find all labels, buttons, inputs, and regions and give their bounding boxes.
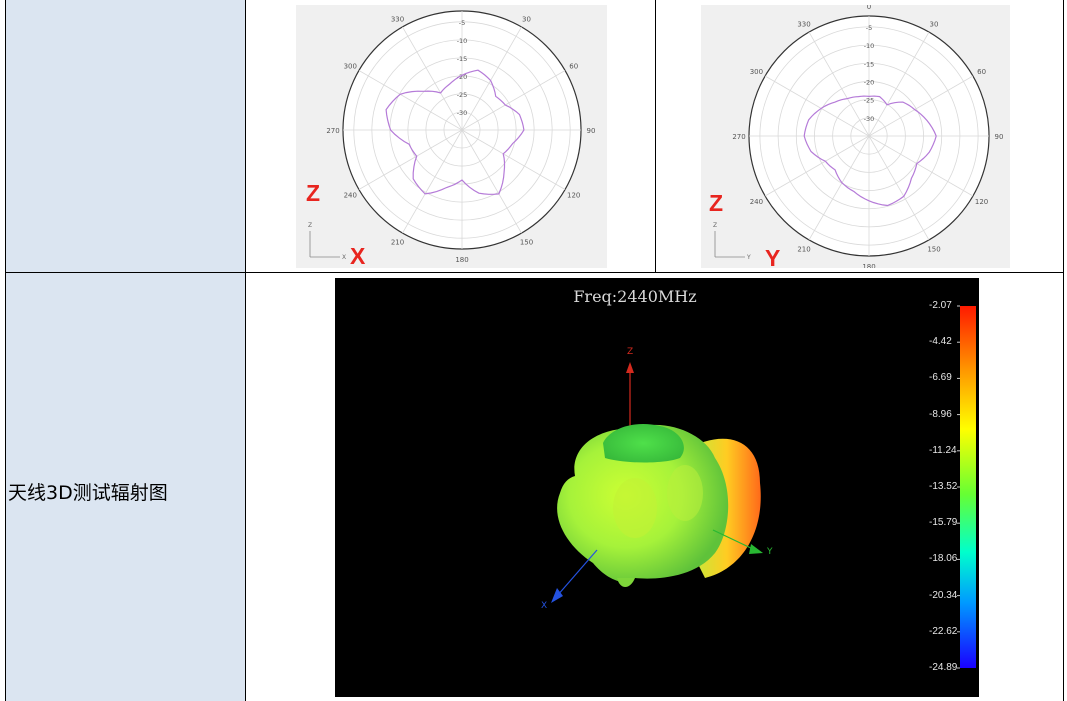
small-axis-v-label: Z bbox=[713, 222, 717, 229]
axis-label-z: Z bbox=[306, 180, 321, 206]
colorbar-tick-label: -11.24 bbox=[929, 444, 957, 456]
polar-angle-label: 300 bbox=[750, 68, 763, 76]
polar-radial-label: -30 bbox=[457, 109, 468, 117]
polar-angle-label: 150 bbox=[520, 239, 533, 247]
polar-trace bbox=[385, 69, 525, 195]
polar-trace bbox=[803, 95, 937, 207]
polar-radial-label: -10 bbox=[864, 42, 875, 50]
polar-spoke bbox=[402, 26, 463, 131]
polar-radial-label: -25 bbox=[864, 97, 875, 105]
colorbar-tick-label: -4.42 bbox=[929, 336, 952, 348]
label-column bbox=[6, 0, 245, 701]
polar-radial-label: -20 bbox=[457, 73, 468, 81]
polar-radial-label: -20 bbox=[864, 78, 875, 86]
polar-spoke bbox=[358, 70, 463, 131]
axis-label-x: X bbox=[350, 243, 366, 268]
polar-angle-label: 0 bbox=[460, 5, 464, 6]
polar-spoke bbox=[808, 31, 870, 137]
polar-plot-yz: 0 30 60 90 120 150 180 210 240 270 300 330 -5 -10 -15 -… bbox=[701, 5, 1010, 268]
polar-angle-label: 210 bbox=[391, 239, 404, 247]
colorbar-tick-label: -18.06 bbox=[929, 553, 958, 565]
colorbar-tick-label: -2.07 bbox=[929, 300, 952, 311]
polar-spoke bbox=[868, 31, 930, 137]
polar-radial-label: -25 bbox=[457, 91, 468, 99]
y-axis-label: Y bbox=[766, 547, 773, 557]
polar-angle-label: 0 bbox=[867, 5, 871, 11]
colorbar-tick-label: -6.69 bbox=[929, 372, 952, 384]
table-border-col1 bbox=[245, 0, 246, 701]
colorbar-tick-label: -15.79 bbox=[929, 517, 958, 529]
polar-radial-label: -30 bbox=[864, 115, 875, 123]
polar-angle-label: 150 bbox=[927, 246, 940, 254]
polar-radial-label: -15 bbox=[457, 55, 468, 63]
table-border-left bbox=[5, 0, 6, 701]
polar-spoke bbox=[764, 75, 870, 137]
small-axis-h-label: Y bbox=[746, 254, 751, 261]
table-border-right bbox=[1063, 0, 1064, 701]
x-axis-arrow bbox=[551, 588, 563, 603]
polar-angle-label: 30 bbox=[522, 15, 531, 23]
colorbar-tick-label: -8.96 bbox=[929, 408, 952, 420]
render-3d-svg: Z Y X bbox=[541, 305, 976, 669]
polar-radial-label: -5 bbox=[866, 24, 872, 32]
polar-angle-label: 330 bbox=[797, 20, 810, 28]
colorbar-tick-label: -24.89 bbox=[929, 662, 958, 673]
polar-plot-xz-svg: 0 30 60 90 120 150 180 210 240 270 300 330 -5 -10 -15 -… bbox=[308, 5, 596, 264]
polar-angle-label: 240 bbox=[344, 192, 357, 200]
polar-angle-label: 270 bbox=[732, 133, 745, 141]
polar-spoke bbox=[868, 135, 930, 241]
polar-radial-label: -10 bbox=[457, 37, 468, 45]
row-label-3d-radiation: 天线3D测试辐射图 bbox=[8, 482, 168, 504]
polar-angle-label: 180 bbox=[455, 256, 468, 264]
polar-angle-label: 90 bbox=[995, 133, 1004, 141]
polar-spoke bbox=[358, 129, 463, 190]
axis-label-y: Y bbox=[765, 245, 781, 269]
polar-spoke bbox=[461, 129, 522, 234]
polar-angle-label: 300 bbox=[344, 63, 357, 71]
polar-spoke bbox=[461, 129, 566, 190]
polar-angle-label: 180 bbox=[862, 263, 875, 268]
radiation-pattern-blob bbox=[557, 423, 761, 587]
small-axis-h-label: X bbox=[342, 254, 346, 261]
polar-spoke bbox=[461, 70, 566, 131]
y-axis-arrow bbox=[749, 544, 763, 554]
polar-angle-label: 270 bbox=[326, 127, 339, 135]
z-axis-label: Z bbox=[627, 347, 633, 357]
polar-spoke bbox=[868, 135, 974, 197]
polar-plot-yz-svg: 0 30 60 90 120 150 180 210 240 270 300 330 -5 -10 -15 -… bbox=[713, 5, 1004, 268]
polar-plot-xz: 0 30 60 90 120 150 180 210 240 270 300 330 -5 -10 -15 -… bbox=[296, 5, 607, 268]
colorbar bbox=[960, 306, 976, 668]
polar-angle-label: 30 bbox=[930, 20, 939, 28]
polar-angle-label: 330 bbox=[391, 15, 404, 23]
polar-radial-label: -5 bbox=[459, 19, 465, 27]
small-axis-v-label: Z bbox=[308, 222, 312, 229]
table-border-col2 bbox=[655, 0, 656, 272]
polar-spoke bbox=[808, 135, 870, 241]
axis-label-z: Z bbox=[709, 190, 724, 216]
y-axis-line bbox=[712, 529, 756, 551]
colorbar-tick-label: -20.34 bbox=[929, 589, 958, 601]
polar-angle-label: 90 bbox=[587, 127, 596, 135]
polar-angle-label: 120 bbox=[975, 198, 988, 206]
polar-angle-label: 240 bbox=[750, 198, 763, 206]
render-title: Freq:2440MHz bbox=[573, 287, 697, 306]
radiation-3d-render: Freq:2440MHz bbox=[335, 278, 979, 697]
polar-spoke bbox=[868, 75, 974, 137]
polar-spoke bbox=[402, 129, 463, 234]
colorbar-tick-label: -22.62 bbox=[929, 625, 958, 637]
polar-angle-label: 210 bbox=[797, 246, 810, 254]
polar-spoke bbox=[764, 135, 870, 197]
polar-angle-label: 120 bbox=[567, 192, 580, 200]
polar-radial-label: -15 bbox=[864, 60, 875, 68]
z-axis-arrow bbox=[626, 362, 634, 373]
x-axis-label: X bbox=[541, 601, 547, 611]
x-axis-line bbox=[556, 549, 598, 597]
colorbar-tick-label: -13.52 bbox=[929, 481, 958, 492]
polar-angle-label: 60 bbox=[977, 68, 986, 76]
table-row-divider bbox=[5, 272, 1064, 273]
polar-spoke bbox=[461, 26, 522, 131]
polar-angle-label: 60 bbox=[569, 63, 578, 71]
